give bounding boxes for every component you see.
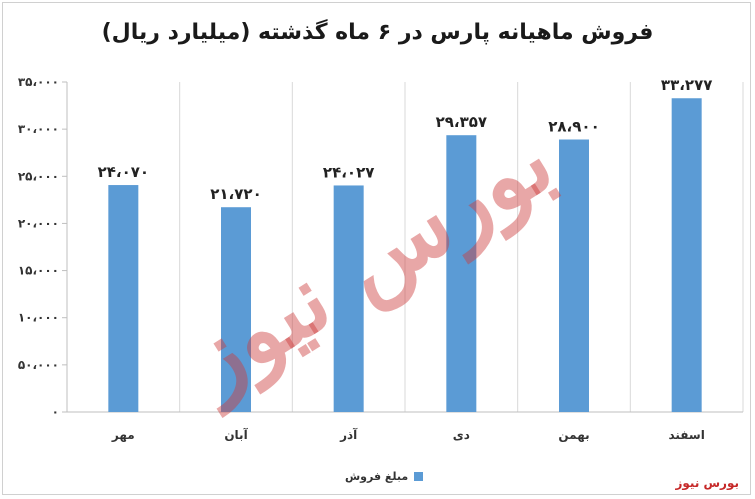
bar bbox=[446, 135, 477, 412]
data-label: ۲۹،۳۵۷ bbox=[436, 113, 487, 131]
data-label: ۲۴،۰۲۷ bbox=[323, 163, 374, 181]
data-label: ۲۱،۷۲۰ bbox=[210, 185, 261, 203]
x-tick-label: دی bbox=[453, 428, 470, 442]
bar bbox=[333, 185, 364, 412]
legend-swatch bbox=[414, 471, 424, 481]
bar bbox=[559, 139, 589, 412]
bar-layer bbox=[108, 98, 702, 413]
x-tick-label: بهمن bbox=[558, 428, 589, 442]
axis-layer: ۰ ۵۰،۰۰۰ ۱۰،۰۰۰ ۱۵،۰۰۰ ۲۰،۰۰۰ ۲۵،۰۰۰ ۳۰،۰۰۰ ۳۵،… bbox=[18, 75, 743, 419]
y-tick-label: ۳۵،۰۰۰ bbox=[18, 75, 59, 89]
bar bbox=[221, 207, 251, 412]
legend-label: مبلغ فروش bbox=[345, 469, 409, 483]
y-tick-label: ۲۰،۰۰۰ bbox=[18, 216, 59, 230]
x-tick-label: آذر bbox=[339, 427, 358, 442]
data-label: ۲۸،۹۰۰ bbox=[548, 118, 599, 136]
y-tick-label: ۱۵،۰۰۰ bbox=[18, 264, 59, 278]
y-tick-label: ۱۰،۰۰۰ bbox=[18, 311, 59, 325]
grid-layer bbox=[66, 82, 744, 412]
bar bbox=[108, 185, 139, 412]
data-label: ۳۳،۲۷۷ bbox=[661, 76, 712, 94]
legend: مبلغ فروش bbox=[345, 467, 424, 485]
y-tick-label: ۳۰،۰۰۰ bbox=[18, 122, 59, 136]
x-tick-label: اسفند bbox=[668, 428, 704, 442]
y-tick-label: ۲۵،۰۰۰ bbox=[18, 169, 59, 183]
bar bbox=[671, 98, 702, 413]
x-tick-label: آبان bbox=[224, 427, 248, 442]
x-tick-label: مهر bbox=[111, 428, 135, 442]
chart-title: فروش ماهیانه پارس در ۶ ماه گذشته (میلیار… bbox=[101, 20, 654, 45]
source-logo: بورس نیوز bbox=[675, 476, 739, 490]
y-tick-label: ۵۰،۰۰۰ bbox=[18, 358, 59, 372]
data-label: ۲۴،۰۷۰ bbox=[98, 163, 149, 181]
y-tick-label: ۰ bbox=[52, 405, 59, 419]
label-layer: ۲۴،۰۷۰ مهر ۲۱،۷۲۰ آبان ۲۴،۰۲۷ آذر ۲۹،۳۵۷ دی ۲۸،۹… bbox=[98, 76, 713, 442]
